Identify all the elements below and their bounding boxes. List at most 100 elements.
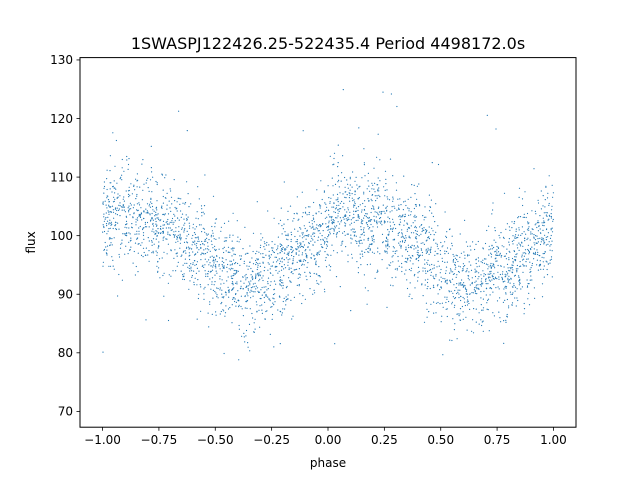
data-point — [318, 253, 320, 256]
data-point — [305, 275, 307, 277]
data-point — [380, 222, 382, 224]
data-point — [186, 241, 188, 243]
data-point — [301, 264, 303, 266]
data-point — [426, 250, 428, 252]
data-point — [276, 261, 278, 263]
data-point — [203, 205, 206, 207]
data-point — [260, 271, 262, 273]
data-point — [108, 204, 110, 206]
data-point — [380, 221, 382, 223]
data-point — [518, 280, 520, 282]
data-point — [337, 144, 339, 146]
data-point — [204, 253, 207, 255]
data-point — [175, 253, 177, 255]
data-point — [521, 254, 523, 256]
data-point — [515, 228, 517, 230]
data-point — [196, 247, 198, 249]
data-point — [347, 207, 349, 209]
data-point — [240, 280, 242, 282]
data-point — [274, 256, 276, 258]
data-point — [510, 278, 512, 280]
data-point — [422, 295, 424, 297]
data-point — [419, 254, 421, 256]
data-point — [439, 303, 441, 305]
data-point — [162, 189, 164, 191]
data-point — [191, 276, 193, 278]
data-point — [396, 269, 398, 271]
data-point — [115, 188, 117, 190]
data-point — [188, 233, 190, 235]
data-point — [374, 220, 376, 222]
data-point — [287, 235, 289, 237]
data-point — [151, 171, 153, 173]
data-point — [256, 268, 258, 271]
data-point — [211, 243, 213, 246]
data-point — [440, 268, 442, 271]
data-point — [410, 211, 412, 213]
data-point — [414, 204, 417, 206]
data-point — [512, 269, 514, 271]
data-point — [108, 211, 110, 213]
data-point — [275, 269, 277, 272]
data-point — [324, 202, 326, 204]
data-point — [320, 243, 322, 246]
data-point — [328, 225, 330, 227]
data-point — [185, 214, 187, 216]
data-point — [377, 177, 379, 179]
data-point — [531, 279, 533, 281]
data-point — [210, 234, 212, 236]
data-point — [481, 278, 483, 280]
data-point — [191, 244, 193, 246]
data-point — [231, 289, 233, 291]
data-point — [271, 313, 274, 316]
data-point — [176, 210, 178, 212]
data-point — [121, 174, 123, 176]
data-point — [505, 292, 507, 294]
data-point — [392, 239, 394, 241]
data-point — [147, 177, 149, 179]
data-point — [290, 281, 292, 283]
data-point — [179, 247, 181, 249]
data-point — [293, 256, 295, 258]
data-point — [372, 208, 374, 210]
data-point — [514, 237, 516, 239]
data-point — [323, 243, 326, 245]
data-point — [508, 269, 510, 272]
data-point — [467, 299, 469, 301]
data-point — [173, 179, 175, 181]
data-point — [537, 241, 540, 243]
data-point — [495, 277, 497, 279]
data-point — [408, 235, 410, 237]
data-point — [203, 293, 205, 295]
data-point — [119, 178, 121, 180]
data-point — [482, 298, 484, 300]
data-point — [223, 262, 225, 264]
data-point — [139, 225, 141, 228]
data-point — [376, 271, 378, 273]
data-point — [279, 219, 282, 221]
data-point — [363, 231, 365, 233]
data-point — [543, 265, 545, 267]
data-point — [475, 270, 477, 272]
data-point — [319, 226, 321, 228]
data-point — [314, 232, 316, 234]
data-point — [374, 182, 376, 184]
x-tick-label: 1.00 — [540, 433, 567, 447]
data-point — [405, 269, 407, 271]
data-point — [171, 203, 173, 205]
data-point — [269, 268, 271, 270]
data-point — [542, 237, 544, 240]
data-point — [409, 256, 411, 258]
data-point — [525, 216, 527, 219]
data-point — [266, 310, 268, 312]
data-point — [548, 202, 550, 205]
data-point — [344, 186, 346, 188]
data-point — [322, 238, 324, 240]
data-point — [126, 233, 128, 235]
data-point — [527, 249, 530, 252]
data-point — [368, 251, 370, 253]
data-point — [129, 202, 131, 204]
data-point — [376, 156, 378, 158]
data-point — [391, 230, 394, 232]
data-point — [366, 224, 368, 226]
